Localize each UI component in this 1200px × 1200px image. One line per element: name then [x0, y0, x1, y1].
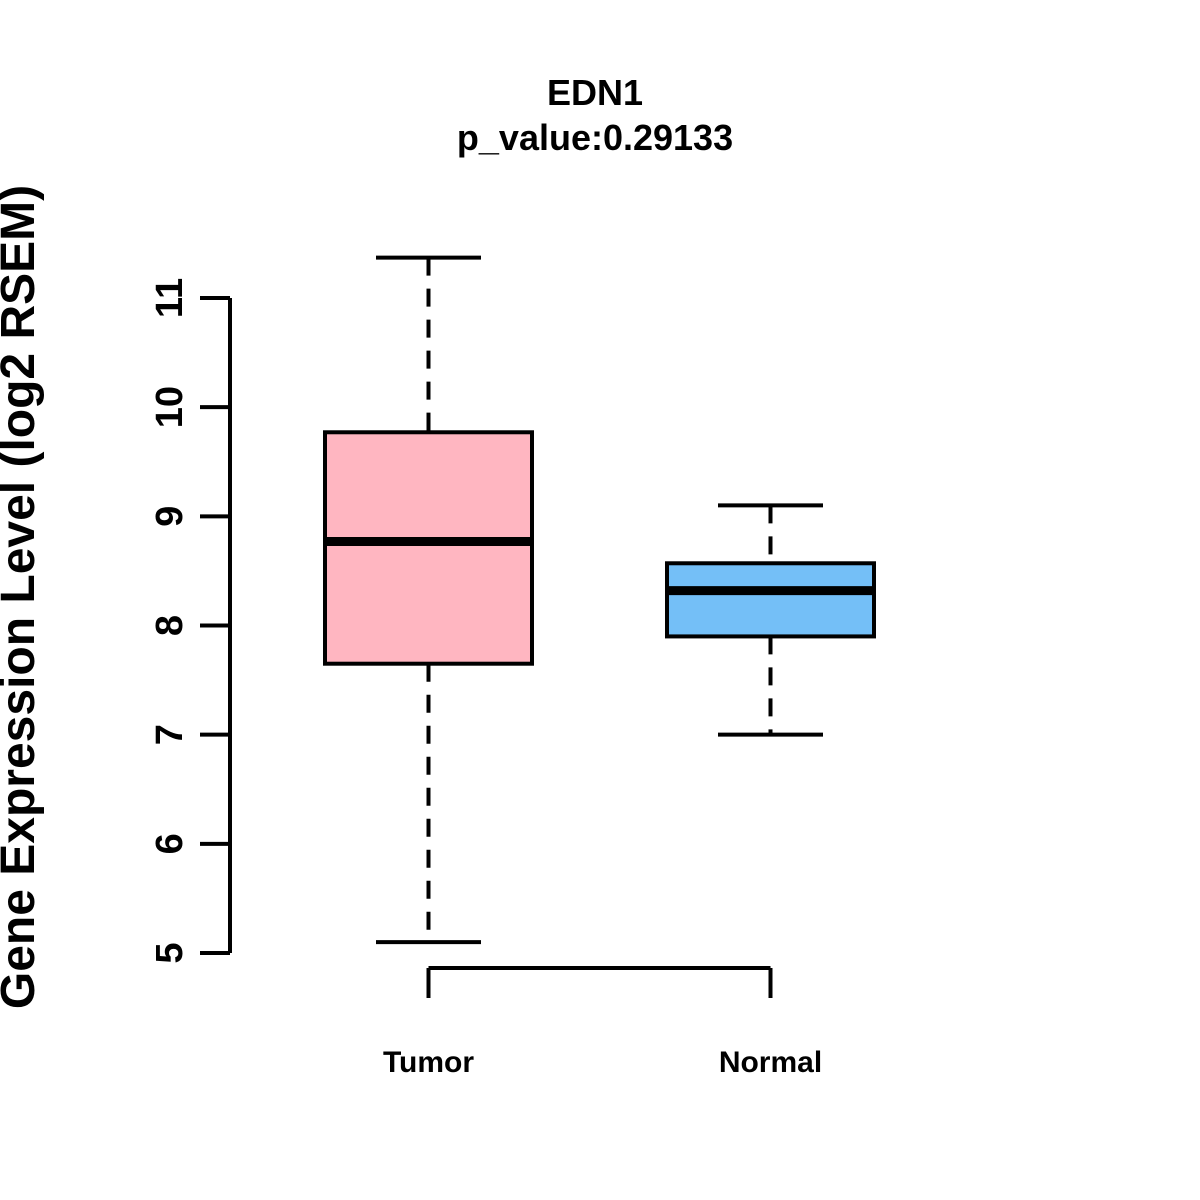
- y-tick-label: 7: [149, 724, 191, 745]
- x-tick-label-tumor: Tumor: [383, 1046, 474, 1079]
- chart-title: EDN1: [547, 72, 643, 113]
- chart-subtitle: p_value:0.29133: [457, 117, 733, 158]
- y-tick-label: 9: [149, 506, 191, 527]
- y-axis-title: Gene Expression Level (log2 RSEM): [0, 185, 45, 1009]
- normal-box: [665, 561, 876, 639]
- y-tick-label: 5: [149, 942, 191, 963]
- tumor-box: [323, 430, 534, 666]
- y-tick-label: 6: [149, 833, 191, 854]
- x-tick-label-normal: Normal: [719, 1046, 822, 1079]
- plot-layer: 5 6 7 8 9 10 11 Tumor Normal: [149, 255, 876, 1079]
- y-tick-label: 8: [149, 615, 191, 636]
- y-tick-label: 10: [149, 386, 191, 428]
- y-tick-label: 11: [149, 278, 191, 318]
